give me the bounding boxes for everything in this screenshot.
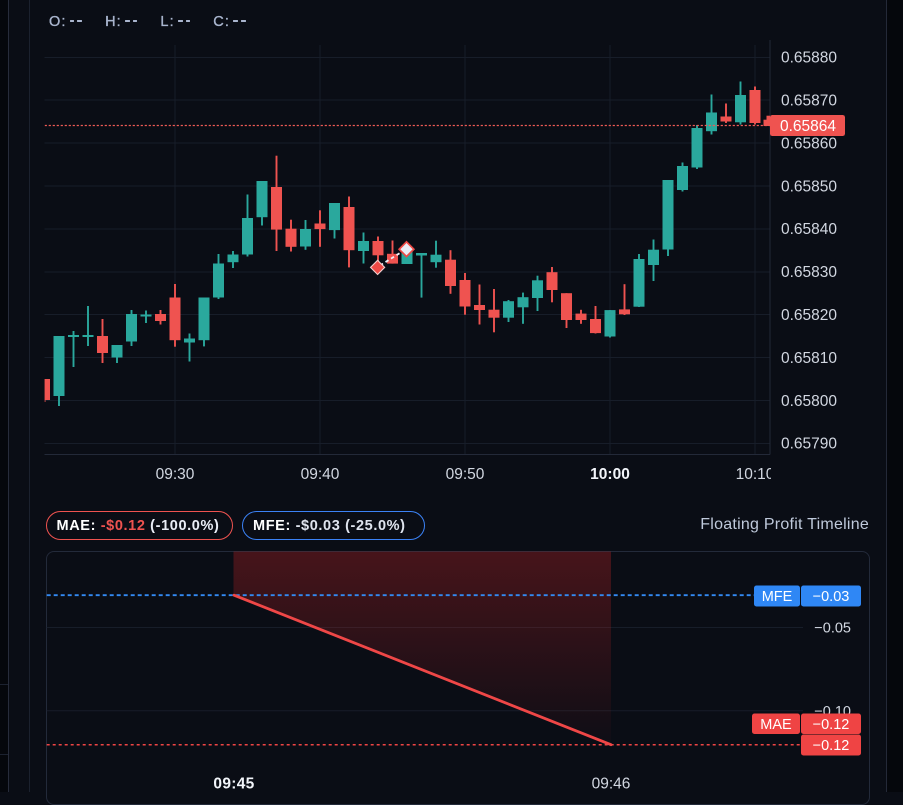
svg-text:0.65864: 0.65864 xyxy=(780,118,836,135)
svg-text:0.65860: 0.65860 xyxy=(781,135,837,152)
svg-text:0.65810: 0.65810 xyxy=(781,350,837,367)
svg-text:MFE: MFE xyxy=(762,589,793,605)
svg-text:09:46: 09:46 xyxy=(592,775,631,792)
svg-text:0.65790: 0.65790 xyxy=(781,436,837,453)
svg-text:−0.05: −0.05 xyxy=(814,621,851,637)
svg-text:0.65830: 0.65830 xyxy=(781,264,837,281)
svg-text:0.65800: 0.65800 xyxy=(781,393,837,410)
svg-text:09:30: 09:30 xyxy=(156,466,195,483)
svg-text:−0.03: −0.03 xyxy=(813,589,850,605)
svg-text:0.65850: 0.65850 xyxy=(781,178,837,195)
svg-text:−0.12: −0.12 xyxy=(813,738,850,754)
svg-text:09:45: 09:45 xyxy=(213,775,254,792)
svg-text:10:00: 10:00 xyxy=(590,466,630,483)
svg-text:0.65840: 0.65840 xyxy=(781,221,837,238)
svg-text:09:40: 09:40 xyxy=(301,466,340,483)
svg-text:−0.12: −0.12 xyxy=(813,717,850,733)
svg-text:MAE: MAE xyxy=(760,717,792,733)
svg-text:0.65880: 0.65880 xyxy=(781,50,837,67)
svg-text:0.65820: 0.65820 xyxy=(781,307,837,324)
svg-text:09:50: 09:50 xyxy=(446,466,485,483)
svg-text:10:10: 10:10 xyxy=(736,466,775,483)
svg-text:0.65870: 0.65870 xyxy=(781,93,837,110)
